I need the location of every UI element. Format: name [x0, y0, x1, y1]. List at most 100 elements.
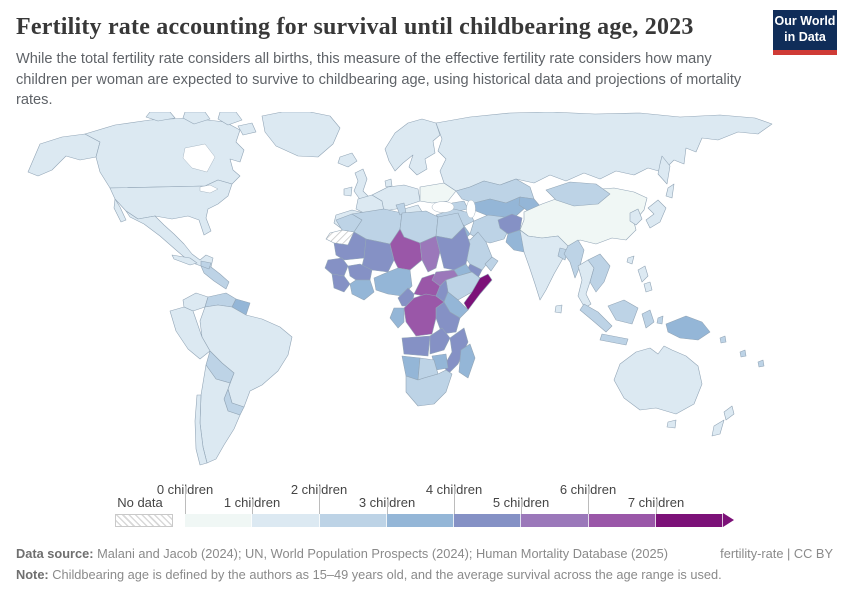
region-indochina[interactable]: [587, 253, 611, 293]
great-lakes: [199, 184, 219, 194]
region-japan[interactable]: [645, 199, 667, 229]
legend-segment-3[interactable]: [386, 514, 454, 527]
region-angola[interactable]: [401, 335, 431, 357]
owid-logo-line2: in Data: [784, 30, 826, 44]
region-baja-california[interactable]: [113, 198, 127, 223]
region-india[interactable]: [519, 229, 571, 301]
region-taiwan[interactable]: [626, 255, 635, 265]
region-canada[interactable]: [84, 117, 245, 189]
black-sea: [431, 201, 455, 213]
region-central-america[interactable]: [200, 265, 230, 290]
region-alaska[interactable]: [27, 133, 101, 177]
region-mongolia[interactable]: [545, 181, 611, 207]
region-south-africa[interactable]: [405, 369, 453, 407]
region-mali[interactable]: [361, 238, 395, 273]
hudson-bay: [182, 143, 216, 173]
region-arctic-islands[interactable]: [182, 111, 211, 125]
region-iceland[interactable]: [337, 152, 358, 168]
legend-segment-0[interactable]: [185, 514, 253, 527]
legend-arrow: [723, 513, 734, 527]
region-chad[interactable]: [419, 235, 441, 273]
region-arctic-islands[interactable]: [237, 122, 257, 136]
legend-tick: [588, 486, 589, 514]
region-mexico[interactable]: [125, 210, 214, 268]
map-legend: No data 0 children 1 children 2 children…: [0, 482, 850, 534]
region-scandinavia[interactable]: [384, 118, 441, 176]
region-namibia[interactable]: [401, 355, 421, 381]
data-source-label: Data source:: [16, 546, 94, 561]
region-greenland[interactable]: [261, 111, 341, 158]
chart-footer: Data source: Malani and Jacob (2024); UN…: [16, 546, 833, 582]
region-philippines[interactable]: [637, 265, 649, 283]
region-sakhalin[interactable]: [665, 183, 675, 199]
legend-tick: [185, 486, 186, 514]
region-borneo-malaysia[interactable]: [607, 299, 639, 325]
region-moluccas[interactable]: [656, 315, 664, 325]
region-arctic-islands[interactable]: [217, 111, 243, 126]
region-sri-lanka[interactable]: [554, 304, 563, 314]
region-new-guinea[interactable]: [665, 315, 711, 341]
region-new-zealand[interactable]: [723, 405, 735, 421]
legend-tick: [521, 499, 522, 514]
region-mozambique[interactable]: [443, 327, 469, 375]
legend-no-data-swatch[interactable]: [115, 514, 173, 527]
legend-segment-6[interactable]: [588, 514, 656, 527]
legend-tick: [387, 499, 388, 514]
legend-tick: [252, 499, 253, 514]
license-text[interactable]: fertility-rate | CC BY: [720, 546, 833, 561]
legend-segment-4[interactable]: [454, 514, 522, 527]
region-fiji[interactable]: [757, 359, 765, 368]
region-sulawesi[interactable]: [641, 309, 655, 329]
region-russia[interactable]: [435, 111, 773, 192]
region-congo-gabon[interactable]: [389, 307, 405, 329]
data-source-line: Data source: Malani and Jacob (2024); UN…: [16, 546, 668, 561]
region-cuba[interactable]: [171, 254, 198, 266]
region-cote-divoire-ghana[interactable]: [349, 279, 375, 301]
region-senegal[interactable]: [324, 257, 349, 277]
region-new-zealand[interactable]: [711, 419, 725, 437]
region-denmark[interactable]: [384, 178, 393, 188]
region-sumatra[interactable]: [579, 303, 613, 333]
region-nigeria[interactable]: [373, 267, 413, 297]
region-drc[interactable]: [403, 293, 445, 337]
owid-logo[interactable]: Our World in Data: [773, 10, 837, 55]
legend-segment-2[interactable]: [319, 514, 387, 527]
region-tasmania[interactable]: [666, 419, 677, 429]
region-sudan[interactable]: [435, 226, 471, 271]
chart-title: Fertility rate accounting for survival u…: [16, 14, 694, 40]
region-arctic-islands[interactable]: [145, 111, 176, 122]
note-label: Note:: [16, 567, 49, 582]
region-chile[interactable]: [194, 394, 208, 466]
legend-segment-7[interactable]: [655, 514, 723, 527]
region-oman[interactable]: [484, 256, 499, 272]
region-vanuatu[interactable]: [739, 349, 747, 358]
chart-header: Fertility rate accounting for survival u…: [16, 14, 755, 111]
legend-no-data-label: No data: [117, 495, 163, 510]
region-java[interactable]: [599, 333, 629, 346]
region-philippines[interactable]: [643, 281, 653, 293]
region-myanmar[interactable]: [563, 239, 585, 279]
chart-subtitle: While the total fertility rate considers…: [16, 51, 742, 109]
region-guinea[interactable]: [331, 273, 351, 293]
region-hispaniola[interactable]: [200, 260, 212, 270]
world-map[interactable]: [0, 111, 850, 476]
region-central-europe[interactable]: [371, 184, 421, 212]
region-korea[interactable]: [629, 208, 643, 226]
legend-segment-5[interactable]: [521, 514, 589, 527]
region-kamchatka[interactable]: [657, 155, 671, 185]
note-text: Childbearing age is defined by the autho…: [48, 567, 722, 582]
legend-segment-1[interactable]: [252, 514, 320, 527]
caspian-sea: [466, 199, 476, 219]
data-source-text[interactable]: Malani and Jacob (2024); UN, World Popul…: [93, 546, 669, 561]
region-venezuela[interactable]: [204, 292, 237, 308]
region-ireland[interactable]: [343, 186, 353, 197]
owid-logo-line1: Our World: [774, 14, 836, 29]
region-somalia[interactable]: [463, 273, 493, 311]
region-madagascar[interactable]: [458, 343, 476, 379]
region-zambia[interactable]: [429, 327, 451, 355]
legend-tick: [656, 499, 657, 514]
region-australia[interactable]: [613, 345, 703, 415]
region-solomon-islands[interactable]: [719, 335, 727, 344]
world-map-svg[interactable]: [0, 111, 850, 474]
